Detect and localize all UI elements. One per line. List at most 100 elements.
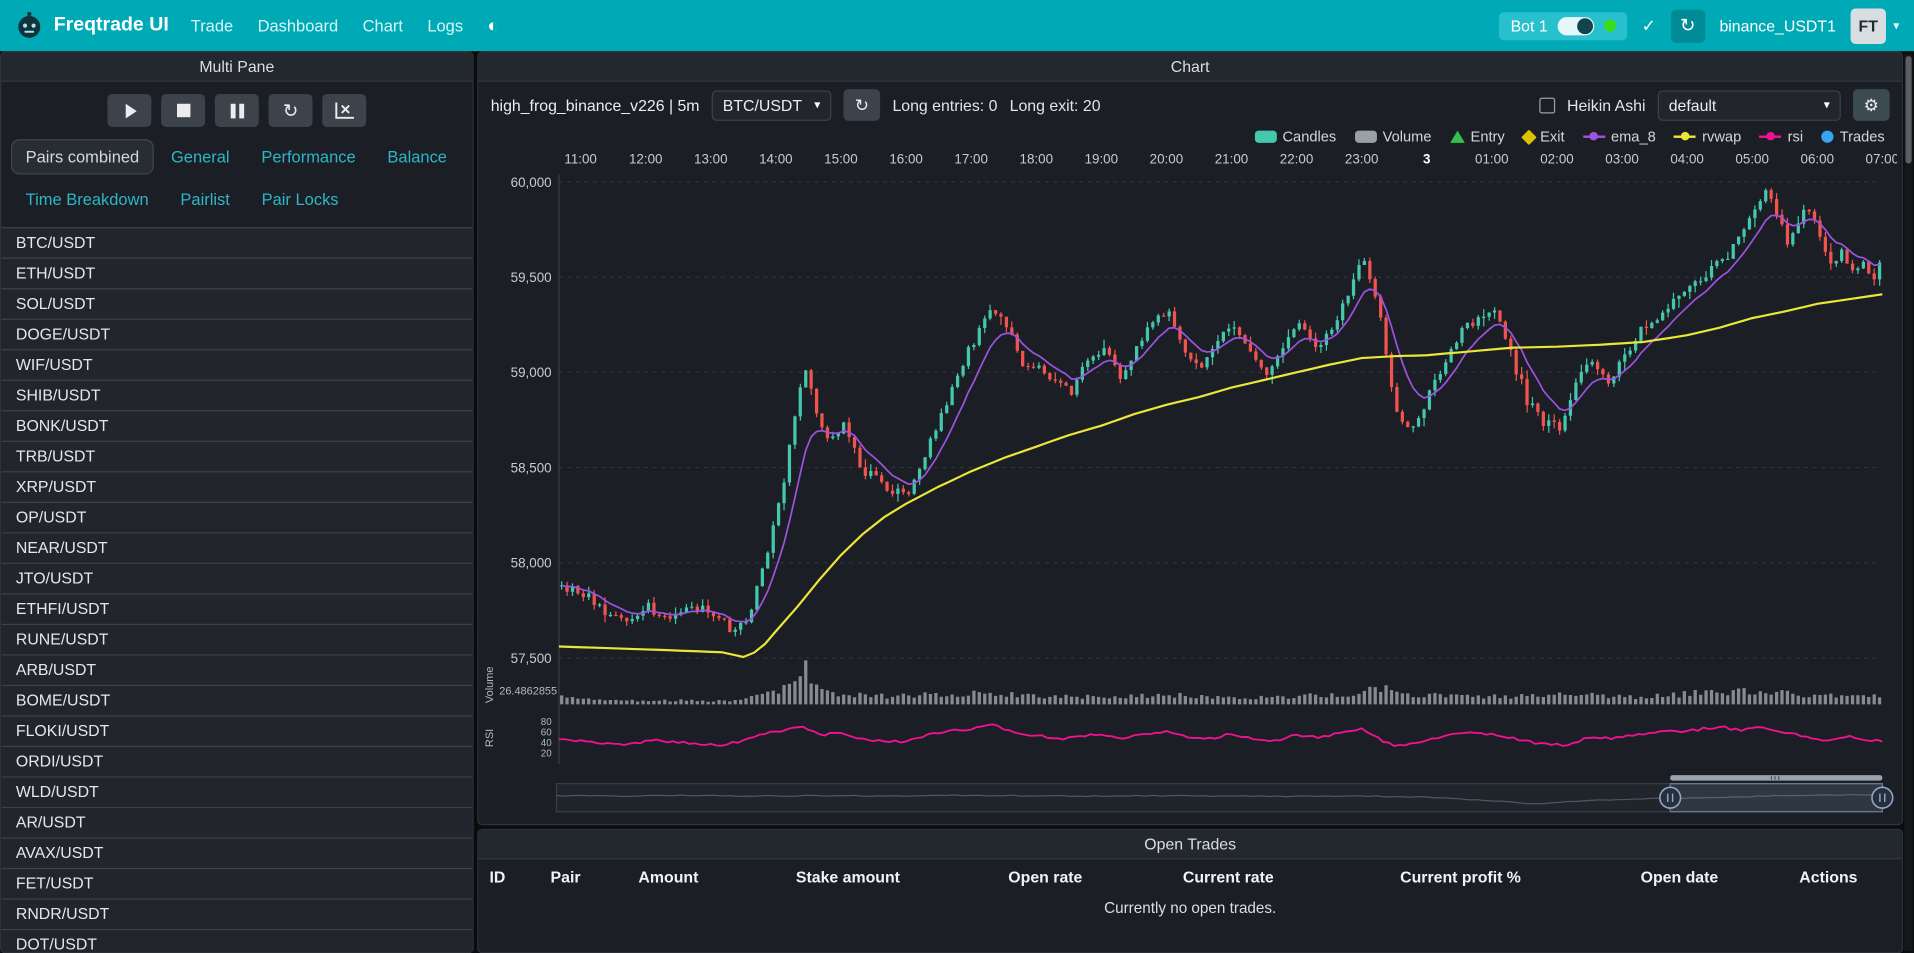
refresh-chart-button[interactable]: ↻ — [843, 89, 881, 121]
column-current-rate[interactable]: Current rate — [1182, 867, 1274, 887]
column-id[interactable]: ID — [489, 867, 506, 887]
theme-toggle-icon[interactable]: ◐ — [487, 15, 499, 37]
legend-label: rsi — [1787, 128, 1804, 146]
ema8-line — [561, 214, 1880, 623]
column-pair[interactable]: Pair — [550, 867, 581, 887]
pair-list-item[interactable]: BONK/USDT — [1, 410, 473, 441]
svg-text:19:00: 19:00 — [1085, 152, 1119, 167]
legend-label: rvwap — [1702, 128, 1742, 146]
pair-list-item[interactable]: RNDR/USDT — [1, 898, 473, 929]
pair-list-item[interactable]: OP/USDT — [1, 501, 473, 533]
price-chart[interactable]: 60,000 59,500 59,000 58,500 58,000 57,500 11:0… — [483, 148, 1897, 817]
open-trades-title: Open Trades — [478, 830, 1902, 860]
column-open-rate[interactable]: Open rate — [1008, 867, 1083, 887]
nav-item-chart[interactable]: Chart — [362, 16, 403, 35]
svg-text:58,000: 58,000 — [511, 556, 552, 571]
pair-list-item[interactable]: DOGE/USDT — [1, 318, 473, 350]
pair-list-item[interactable]: NEAR/USDT — [1, 532, 473, 563]
navigator-selected-window[interactable] — [1669, 783, 1883, 813]
entry-legend-marker-icon — [1449, 130, 1465, 143]
pair-select-value: BTC/USDT — [722, 95, 803, 115]
pair-list-item[interactable]: JTO/USDT — [1, 562, 473, 594]
legend-item-volume[interactable]: Volume — [1354, 128, 1431, 145]
nav-item-logs[interactable]: Logs — [427, 16, 464, 35]
tab-general[interactable]: General — [170, 147, 230, 167]
pair-list-item[interactable]: AVAX/USDT — [1, 837, 473, 868]
volume-bars — [560, 660, 1882, 705]
tab-balance[interactable]: Balance — [387, 147, 447, 167]
legend-item-entry[interactable]: Entry — [1449, 128, 1505, 145]
navigator-zoom-bar[interactable] — [1670, 775, 1883, 781]
pair-list-item[interactable]: BOME/USDT — [1, 684, 473, 716]
brand[interactable]: Freqtrade UI — [15, 11, 169, 40]
legend-item-ema_8[interactable]: ema_8 — [1582, 128, 1656, 145]
svg-text:40: 40 — [541, 738, 552, 749]
bot-toggle-switch[interactable] — [1557, 16, 1595, 35]
rvwap-legend-marker-icon — [1674, 132, 1697, 141]
reload-config-button[interactable]: ↻ — [268, 93, 313, 127]
clear-signals-button[interactable] — [322, 93, 367, 127]
user-avatar[interactable]: FT — [1850, 7, 1886, 44]
user-menu-caret-icon[interactable]: ▾ — [1893, 18, 1900, 33]
pair-list-item[interactable]: AR/USDT — [1, 806, 473, 838]
navigator-handle-right[interactable] — [1871, 786, 1894, 809]
column-stake-amount[interactable]: Stake amount — [795, 867, 900, 887]
pair-list-item[interactable]: WLD/USDT — [1, 776, 473, 807]
svg-text:59,000: 59,000 — [511, 365, 552, 380]
volume-axis-title: Volume — [484, 667, 496, 704]
tab-pairs-combined[interactable]: Pairs combined — [10, 139, 154, 175]
column-open-date[interactable]: Open date — [1640, 867, 1719, 887]
reload-bot-button[interactable]: ↻ — [1670, 9, 1705, 43]
tab-time-breakdown[interactable]: Time Breakdown — [25, 190, 149, 209]
chart-toolbar-right: Heikin Ashi default ▾ ⚙ — [1538, 89, 1890, 121]
legend-item-exit[interactable]: Exit — [1520, 128, 1565, 146]
column-actions[interactable]: Actions — [1799, 867, 1858, 887]
legend-item-candles[interactable]: Candles — [1254, 128, 1336, 145]
pair-list-item[interactable]: ARB/USDT — [1, 654, 473, 685]
pair-list-item[interactable]: FLOKI/USDT — [1, 715, 473, 746]
navigator-handle-left[interactable] — [1659, 786, 1682, 809]
pair-list-item[interactable]: FET/USDT — [1, 867, 473, 899]
column-amount[interactable]: Amount — [638, 867, 699, 887]
page-scrollbar[interactable] — [1904, 53, 1913, 951]
legend-item-rvwap[interactable]: rvwap — [1674, 128, 1741, 145]
tab-performance[interactable]: Performance — [261, 147, 356, 167]
page-scrollbar-thumb[interactable] — [1905, 56, 1912, 164]
pause-bot-button[interactable] — [214, 93, 259, 127]
svg-text:23:00: 23:00 — [1345, 152, 1379, 167]
pair-list-item[interactable]: WIF/USDT — [1, 349, 473, 380]
svg-text:18:00: 18:00 — [1020, 152, 1054, 167]
tab-pairlist[interactable]: Pairlist — [180, 190, 230, 209]
bot-name-label: Bot 1 — [1510, 16, 1548, 35]
pair-list-item[interactable]: SHIB/USDT — [1, 379, 473, 411]
pair-list-item[interactable]: XRP/USDT — [1, 471, 473, 502]
legend-item-rsi[interactable]: rsi — [1759, 128, 1804, 146]
pair-select[interactable]: BTC/USDT ▾ — [711, 89, 832, 121]
legend-label: Exit — [1540, 128, 1565, 146]
start-bot-button[interactable] — [107, 93, 152, 127]
tab-pair-locks[interactable]: Pair Locks — [261, 190, 339, 209]
column-current-profit-[interactable]: Current profit % — [1400, 867, 1521, 887]
heikin-ashi-checkbox[interactable] — [1538, 97, 1555, 113]
nav-item-trade[interactable]: Trade — [190, 16, 234, 35]
plot-config-select[interactable]: default ▾ — [1657, 89, 1841, 121]
pair-list-item[interactable]: ETH/USDT — [1, 257, 473, 289]
pair-list-item[interactable]: SOL/USDT — [1, 288, 473, 319]
bot-selector-chip[interactable]: Bot 1 — [1499, 11, 1628, 40]
pair-list-item[interactable]: ETHFI/USDT — [1, 593, 473, 624]
exit-legend-marker-icon — [1520, 128, 1537, 145]
pair-list-item[interactable]: BTC/USDT — [1, 227, 473, 258]
pair-list-item[interactable]: TRB/USDT — [1, 440, 473, 472]
trades-legend-marker-icon — [1821, 130, 1834, 143]
nav-item-dashboard[interactable]: Dashboard — [257, 16, 339, 35]
rsi-axis-title: RSI — [484, 729, 496, 747]
svg-text:13:00: 13:00 — [694, 152, 728, 167]
legend-item-trades[interactable]: Trades — [1821, 128, 1885, 145]
stop-bot-button[interactable] — [161, 93, 206, 127]
plot-settings-button[interactable]: ⚙ — [1853, 89, 1890, 121]
pair-list-item[interactable]: RUNE/USDT — [1, 623, 473, 655]
pair-list-item[interactable]: DOT/USDT — [1, 928, 473, 953]
pair-list-item[interactable]: ORDI/USDT — [1, 745, 473, 777]
